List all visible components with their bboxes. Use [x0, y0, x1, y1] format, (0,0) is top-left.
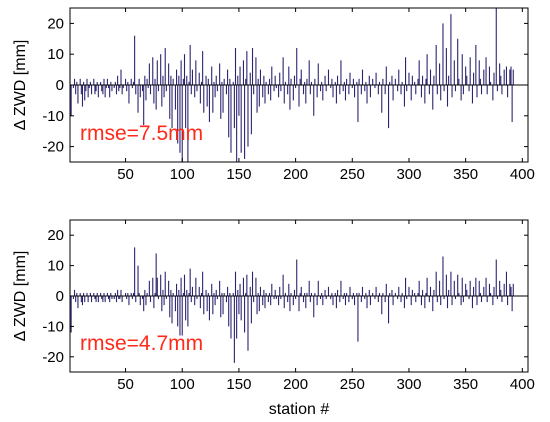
bottom-y-tick-label: -20: [42, 349, 64, 366]
bottom-x-tick-label: 400: [510, 376, 535, 393]
bottom-y-tick-label: 10: [47, 258, 64, 275]
top-rmse-annotation: rmse=7.5mm: [80, 122, 203, 145]
bottom-x-tick-label: 100: [170, 376, 195, 393]
top-x-tick-label: 350: [453, 166, 478, 183]
bottom-x-tick-label: 300: [396, 376, 421, 393]
bottom-x-tick-label: 200: [283, 376, 308, 393]
bottom-x-tick-label: 50: [117, 376, 134, 393]
x-axis-label: station #: [269, 401, 330, 418]
bottom-x-tick-label: 150: [226, 376, 251, 393]
top-bars: [69, 8, 514, 162]
top-y-tick-label: -10: [42, 108, 64, 125]
top-y-tick-label: 20: [47, 15, 64, 32]
top-x-tick-label: 150: [226, 166, 251, 183]
bottom-y-tick-label: -10: [42, 318, 64, 335]
top-x-tick-label: 50: [117, 166, 134, 183]
bottom-axis-ticks: 50 100 150 200 250 300 350 400 -20 -10 0 10 20: [42, 220, 535, 393]
top-y-tick-label: 0: [56, 77, 64, 94]
top-panel: 50 100 150 200 250 300 350 400 -20 -10 0 10 20 Δ ZWD…: [12, 7, 535, 183]
bottom-y-tick-label: 0: [56, 288, 64, 305]
bottom-panel: 50 100 150 200 250 300 350 400 -20 -10 0 10 20 Δ ZWD…: [12, 219, 535, 393]
bottom-x-tick-label: 350: [453, 376, 478, 393]
top-x-tick-label: 100: [170, 166, 195, 183]
top-y-tick-label: -20: [42, 139, 64, 156]
top-x-tick-label: 200: [283, 166, 308, 183]
top-x-tick-label: 300: [396, 166, 421, 183]
bottom-rmse-annotation: rmse=4.7mm: [80, 332, 203, 355]
top-y-axis-label: Δ ZWD [mm]: [12, 40, 29, 131]
bottom-y-axis-label: Δ ZWD [mm]: [12, 251, 29, 342]
top-axis-ticks: 50 100 150 200 250 300 350 400 -20 -10 0 10 20: [42, 8, 535, 183]
top-x-tick-label: 400: [510, 166, 535, 183]
top-x-tick-label: 250: [340, 166, 365, 183]
bottom-y-tick-label: 20: [47, 227, 64, 244]
top-y-tick-label: 10: [47, 46, 64, 63]
bottom-x-tick-label: 250: [340, 376, 365, 393]
